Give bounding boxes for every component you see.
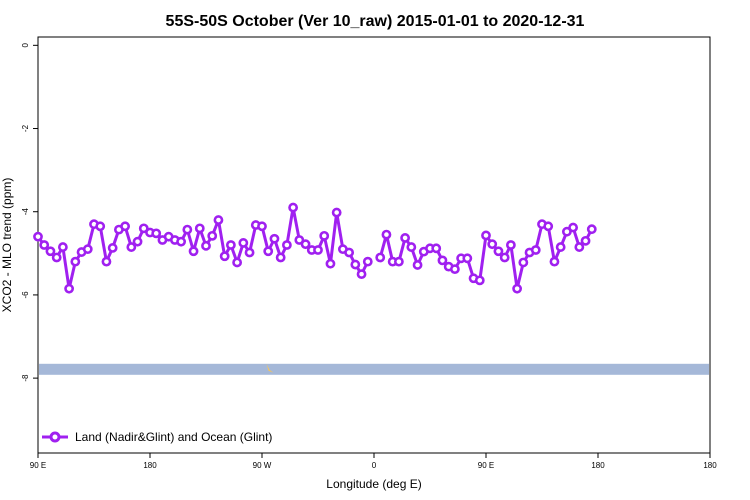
y-axis-label: XCO2 - MLO trend (ppm): [0, 178, 14, 313]
data-point: [201, 240, 211, 251]
data-point: [462, 253, 473, 264]
data-point: [176, 236, 187, 247]
legend-label: Land (Nadir&Glint) and Ocean (Glint): [75, 430, 272, 444]
x-tick-label: 0: [372, 461, 377, 470]
legend-marker: [49, 431, 61, 443]
data-point: [586, 224, 597, 235]
y-tick-label: -2: [21, 124, 30, 132]
legend: Land (Nadir&Glint) and Ocean (Glint): [42, 430, 272, 444]
data-point: [356, 269, 367, 280]
data-point: [182, 224, 193, 235]
data-point: [437, 255, 448, 266]
band-highlight: [266, 363, 274, 373]
data-point: [281, 240, 292, 250]
data-point: [518, 257, 529, 268]
data-point: [549, 256, 560, 267]
data-point: [350, 259, 361, 270]
data-point: [568, 222, 579, 233]
series-layer: [33, 202, 597, 294]
data-point: [132, 236, 143, 247]
data-point: [232, 257, 243, 268]
data-point: [474, 275, 485, 286]
x-tick-label: 180: [703, 461, 717, 470]
data-point: [257, 221, 267, 232]
data-point: [64, 283, 75, 294]
data-point: [561, 226, 572, 237]
data-point: [188, 246, 199, 257]
data-point: [288, 202, 299, 213]
data-point: [406, 242, 417, 252]
data-point: [82, 244, 93, 255]
data-point: [300, 239, 311, 250]
band-layer: [39, 363, 709, 375]
data-point: [543, 221, 554, 232]
x-tick-label: 90 E: [30, 461, 46, 470]
data-point: [107, 243, 118, 253]
y-axis: 0 -2 -4 -6 -8: [21, 43, 38, 382]
data-point: [70, 256, 81, 267]
data-point: [574, 242, 585, 252]
band-strip: [39, 363, 709, 375]
data-point: [207, 230, 218, 241]
data-point: [412, 260, 423, 270]
y-tick-label: -6: [21, 291, 30, 299]
data-point: [319, 230, 330, 241]
data-point: [381, 229, 392, 240]
data-point: [57, 242, 68, 252]
x-tick-label: 90 E: [478, 461, 494, 470]
data-point: [487, 239, 498, 250]
data-point: [294, 235, 305, 245]
data-point: [238, 238, 249, 248]
data-point: [362, 256, 373, 267]
x-tick-label: 90 W: [253, 461, 272, 470]
data-point: [431, 243, 442, 254]
y-tick-label: -8: [21, 374, 30, 382]
x-axis-label: Longitude (deg E): [326, 477, 421, 491]
data-point: [325, 258, 336, 269]
x-tick-label: 180: [143, 461, 157, 470]
chart-title: 55S-50S October (Ver 10_raw) 2015-01-01 …: [166, 13, 585, 30]
data-point: [313, 245, 323, 255]
data-point: [400, 233, 411, 243]
x-axis: 90 E 180 90 W 0 90 E 180 180: [30, 453, 717, 470]
data-point: [375, 252, 386, 263]
data-point: [555, 242, 566, 252]
data-point: [269, 233, 280, 244]
data-point: [39, 240, 50, 250]
data-point: [45, 246, 56, 257]
data-point: [263, 246, 274, 257]
data-point: [493, 246, 504, 257]
data-point: [126, 242, 137, 252]
data-point: [225, 240, 236, 250]
data-point: [33, 231, 43, 242]
data-point: [481, 230, 491, 241]
data-point: [530, 245, 541, 255]
x-tick-label: 180: [591, 461, 605, 470]
data-point: [244, 247, 255, 258]
data-point: [344, 247, 355, 258]
data-point: [275, 252, 286, 263]
data-point: [219, 251, 230, 262]
data-point: [505, 240, 516, 250]
y-tick-label: -4: [21, 208, 30, 216]
data-point: [51, 252, 62, 263]
data-point: [138, 223, 149, 234]
data-point: [580, 235, 591, 246]
data-point: [194, 223, 205, 234]
data-point: [213, 215, 224, 225]
data-point: [101, 256, 112, 267]
data-point: [120, 221, 131, 232]
data-point: [512, 283, 523, 294]
data-point: [449, 264, 460, 275]
data-point: [393, 256, 404, 267]
data-point: [499, 252, 510, 263]
data-point: [151, 228, 162, 239]
data-point: [331, 207, 342, 218]
y-tick-label: 0: [21, 43, 30, 48]
data-point: [95, 221, 106, 232]
